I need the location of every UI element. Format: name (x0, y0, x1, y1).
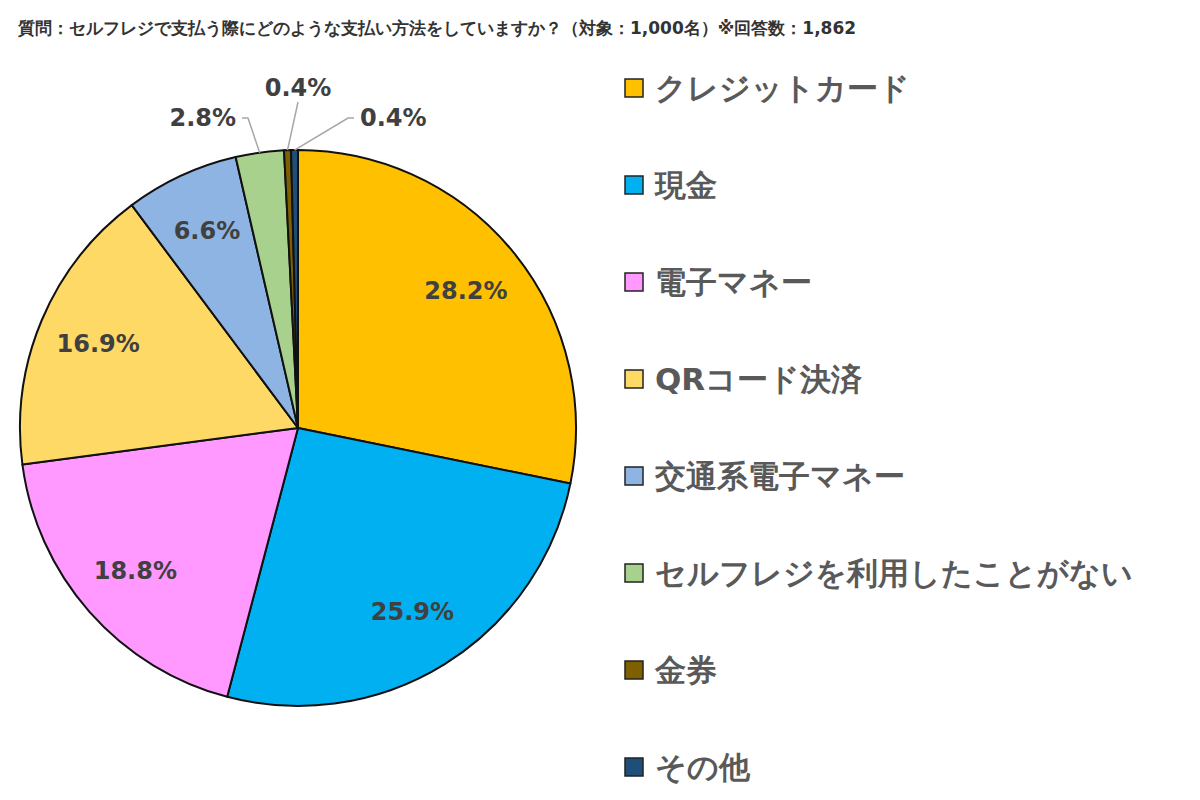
data-label: 28.2% (424, 277, 507, 305)
legend-swatch (625, 564, 643, 582)
legend-label: その他 (655, 749, 751, 785)
leader-line (295, 118, 354, 150)
legend-label: セルフレジを利用したことがない (655, 555, 1133, 591)
chart-svg: 質問：セルフレジで支払う際にどのような支払い方法をしていますか？（対象：1,00… (0, 0, 1200, 800)
legend-swatch (625, 273, 643, 291)
data-label: 18.8% (94, 557, 177, 585)
legend: クレジットカード現金電子マネー QRコード決済交通系電子マネーセルフレジを利用した… (625, 70, 1133, 785)
data-label: 2.8% (169, 104, 236, 132)
data-labels: 28.2% 25.9% 18.8% 16.9% 6.6% 2.8% 0.4% 0.4% (57, 74, 508, 626)
legend-label: QRコード決済 (655, 361, 862, 397)
legend-label: クレジットカード (655, 70, 910, 106)
data-label: 0.4% (265, 74, 332, 102)
legend-label: 金券 (654, 652, 717, 688)
pie-slice (291, 150, 298, 428)
legend-label: 交通系電子マネー (654, 458, 905, 494)
pie-slice (298, 150, 576, 484)
legend-label: 電子マネー (655, 264, 812, 300)
data-label: 0.4% (360, 104, 427, 132)
legend-label: 現金 (654, 167, 717, 203)
chart-title: 質問：セルフレジで支払う際にどのような支払い方法をしていますか？（対象：1,00… (17, 18, 856, 38)
data-label: 16.9% (57, 330, 140, 358)
legend-swatch (625, 370, 643, 388)
legend-swatch (625, 661, 643, 679)
legend-swatch (625, 79, 643, 97)
data-label: 25.9% (371, 598, 454, 626)
pie-group (20, 150, 576, 706)
legend-swatch (625, 758, 643, 776)
leader-line (242, 118, 260, 153)
pie-slice (236, 150, 298, 428)
chart-container: 質問：セルフレジで支払う際にどのような支払い方法をしていますか？（対象：1,00… (0, 0, 1200, 800)
leader-line (288, 102, 298, 150)
legend-swatch (625, 176, 643, 194)
data-label: 6.6% (174, 217, 241, 245)
legend-swatch (625, 467, 643, 485)
pie-slice (22, 428, 298, 697)
pie-slice (284, 150, 298, 428)
